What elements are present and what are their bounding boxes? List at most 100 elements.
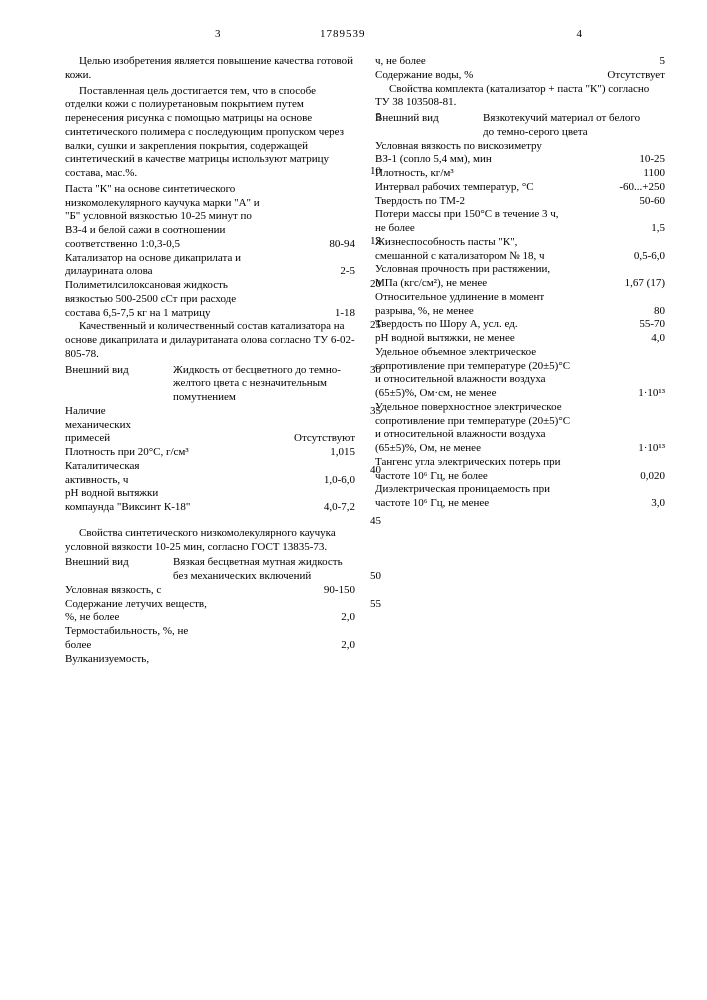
prop-label: Интервал рабочих температур, °С [375, 181, 565, 195]
prop-row: Содержание воды, % Отсутствует [375, 69, 665, 83]
prop-label: Вулканизуемость, [65, 653, 149, 667]
page-num-right: 4 [577, 28, 583, 42]
prop-label: Тангенс угла электрических потерь при ча… [375, 456, 575, 484]
line-marker-55: 55 [370, 598, 381, 612]
prop-row: Жизнеспособность пасты "К", смешанной с … [375, 236, 665, 264]
prop-value: 1·10¹³ [630, 387, 665, 401]
prop-row: Плотность, кг/м³ 1100 [375, 167, 665, 181]
prop-row: Внешний вид Вязкотекучий материал от бел… [375, 112, 665, 140]
prop-label: Содержание воды, % [375, 69, 545, 83]
prop-row: Термостабильность, %, не более 2,0 [65, 625, 355, 653]
prop-value: 55-70 [631, 318, 665, 332]
prop-label: Внешний вид [65, 556, 165, 584]
prop-row: Условная вязкость по вискозиметру ВЗ-1 (… [375, 140, 665, 168]
prop-value: Вязкотекучий материал от белого до темно… [475, 112, 653, 140]
prop-label: рН водной вытяжки, не менее [375, 332, 565, 346]
prop-value: 1,0-6,0 [316, 474, 355, 488]
catalyst-para: Качественный и количественный состав кат… [65, 320, 355, 361]
prop-row: Интервал рабочих температур, °С -60...+2… [375, 181, 665, 195]
prop-row: Условная вязкость, с 90-150 [65, 584, 355, 598]
prop-row: Вулканизуемость, [65, 653, 355, 667]
composition-row-3: Полиметилсилоксановая жидкость вязкостью… [65, 279, 355, 320]
prop-value: 1,015 [322, 446, 355, 460]
prop-value: 1,5 [643, 222, 665, 236]
prop-row: Твердость по ТМ-2 50-60 [375, 195, 665, 209]
prop-row: Плотность при 20°С, г/см³ 1,015 [65, 446, 355, 460]
prop-value: 90-150 [316, 584, 355, 598]
kit-para: Свойства комплекта (катализатор + паста … [375, 83, 665, 111]
prop-value: 2,0 [333, 611, 355, 625]
prop-row: Твердость по Шору А, усл. ед. 55-70 [375, 318, 665, 332]
prop-row: Условная прочность при растяжении, МПа (… [375, 263, 665, 291]
prop-value: 1,67 (17) [617, 277, 665, 291]
left-column: Целью изобретения является повышение кач… [65, 55, 355, 666]
prop-value: 2,0 [333, 639, 355, 653]
prop-row: Содержание летучих веществ, %, не более … [65, 598, 355, 626]
prop-value: 4,0 [643, 332, 665, 346]
prop-label: Плотность, кг/м³ [375, 167, 565, 181]
comp-label: Полиметилсилоксановая жидкость вязкостью… [65, 279, 260, 320]
prop-value: 10-25 [631, 153, 665, 167]
prop-value: Жидкость от бесцветного до темно-желтого… [165, 364, 343, 405]
prop-value: Отсутствуют [286, 432, 355, 446]
right-column: ч, не более 5 Содержание воды, % Отсутст… [375, 55, 665, 511]
prop-row: Внешний вид Жидкость от бесцветного до т… [65, 364, 355, 405]
page-num-left: 3 [215, 28, 221, 42]
comp-label: Катализатор на основе дикаприлата и дила… [65, 252, 260, 280]
prop-row: рН водной вытяжки компаунда "Виксинт К-1… [65, 487, 355, 515]
prop-label: Твердость по ТМ-2 [375, 195, 565, 209]
prop-label: Каталитическая активность, ч [65, 460, 195, 488]
composition-row-2: Катализатор на основе дикаприлата и дила… [65, 252, 355, 280]
prop-row: Наличие механических примесей Отсутствую… [65, 405, 355, 446]
prop-row: Каталитическая активность, ч 1,0-6,0 [65, 460, 355, 488]
prop-label: Наличие механических примесей [65, 405, 165, 446]
prop-label: ч, не более [375, 55, 545, 69]
prop-label: рН водной вытяжки компаунда "Виксинт К-1… [65, 487, 195, 515]
comp-value: 80-94 [321, 238, 355, 252]
comp-value: 2-5 [332, 265, 355, 279]
composition-row-1: Паста "К" на основе синтетического низко… [65, 183, 355, 252]
prop-label: Условная прочность при растяжении, МПа (… [375, 263, 565, 291]
prop-row: Удельное поверхностное электрическое соп… [375, 401, 665, 456]
prop-value: 0,5-6,0 [626, 250, 665, 264]
prop-label: Условная вязкость по вискозиметру ВЗ-1 (… [375, 140, 565, 168]
prop-label: Плотность при 20°С, г/см³ [65, 446, 195, 460]
prop-label: Жизнеспособность пасты "К", смешанной с … [375, 236, 565, 264]
prop-label: Внешний вид [375, 112, 475, 140]
prop-row: Удельное объемное электрическое сопротив… [375, 346, 665, 401]
prop-label: Содержание летучих веществ, %, не более [65, 598, 215, 626]
prop-value: 5 [652, 55, 666, 69]
line-marker-45: 45 [370, 515, 381, 529]
prop-value: 1·10¹³ [630, 442, 665, 456]
comp-value: 1-18 [327, 307, 355, 321]
prop-label: Диэлектрическая проницаемость при частот… [375, 483, 575, 511]
prop-value: 80 [646, 305, 665, 319]
rubber-para: Свойства синтетического низкомолекулярно… [65, 527, 355, 555]
prop-row: Тангенс угла электрических потерь при ча… [375, 456, 665, 484]
prop-label: Относительное удлинение в момент разрыва… [375, 291, 565, 319]
intro-para-2: Поставленная цель достигается тем, что в… [65, 85, 355, 181]
prop-label: Условная вязкость, с [65, 584, 195, 598]
prop-label: Внешний вид [65, 364, 165, 405]
prop-row: рН водной вытяжки, не менее 4,0 [375, 332, 665, 346]
prop-label: Удельное поверхностное электрическое соп… [375, 401, 575, 456]
prop-row: Относительное удлинение в момент разрыва… [375, 291, 665, 319]
prop-value: Отсутствует [599, 69, 665, 83]
comp-label: Паста "К" на основе синтетического низко… [65, 183, 260, 252]
prop-value: 4,0-7,2 [316, 501, 355, 515]
prop-value: 3,0 [643, 497, 665, 511]
prop-value: -60...+250 [611, 181, 665, 195]
prop-label: Удельное объемное электрическое сопротив… [375, 346, 575, 401]
prop-label: Потери массы при 150°С в течение 3 ч, не… [375, 208, 565, 236]
prop-row: Внешний вид Вязкая бесцветная мутная жид… [65, 556, 355, 584]
prop-row: ч, не более 5 [375, 55, 665, 69]
prop-row: Потери массы при 150°С в течение 3 ч, не… [375, 208, 665, 236]
intro-para-1: Целью изобретения является повышение кач… [65, 55, 355, 83]
prop-value: Вязкая бесцветная мутная жидкость без ме… [165, 556, 343, 584]
prop-label: Твердость по Шору А, усл. ед. [375, 318, 565, 332]
prop-value: 50-60 [631, 195, 665, 209]
prop-label: Термостабильность, %, не более [65, 625, 215, 653]
line-marker-50: 50 [370, 570, 381, 584]
prop-row: Диэлектрическая проницаемость при частот… [375, 483, 665, 511]
prop-value: 0,020 [632, 470, 665, 484]
